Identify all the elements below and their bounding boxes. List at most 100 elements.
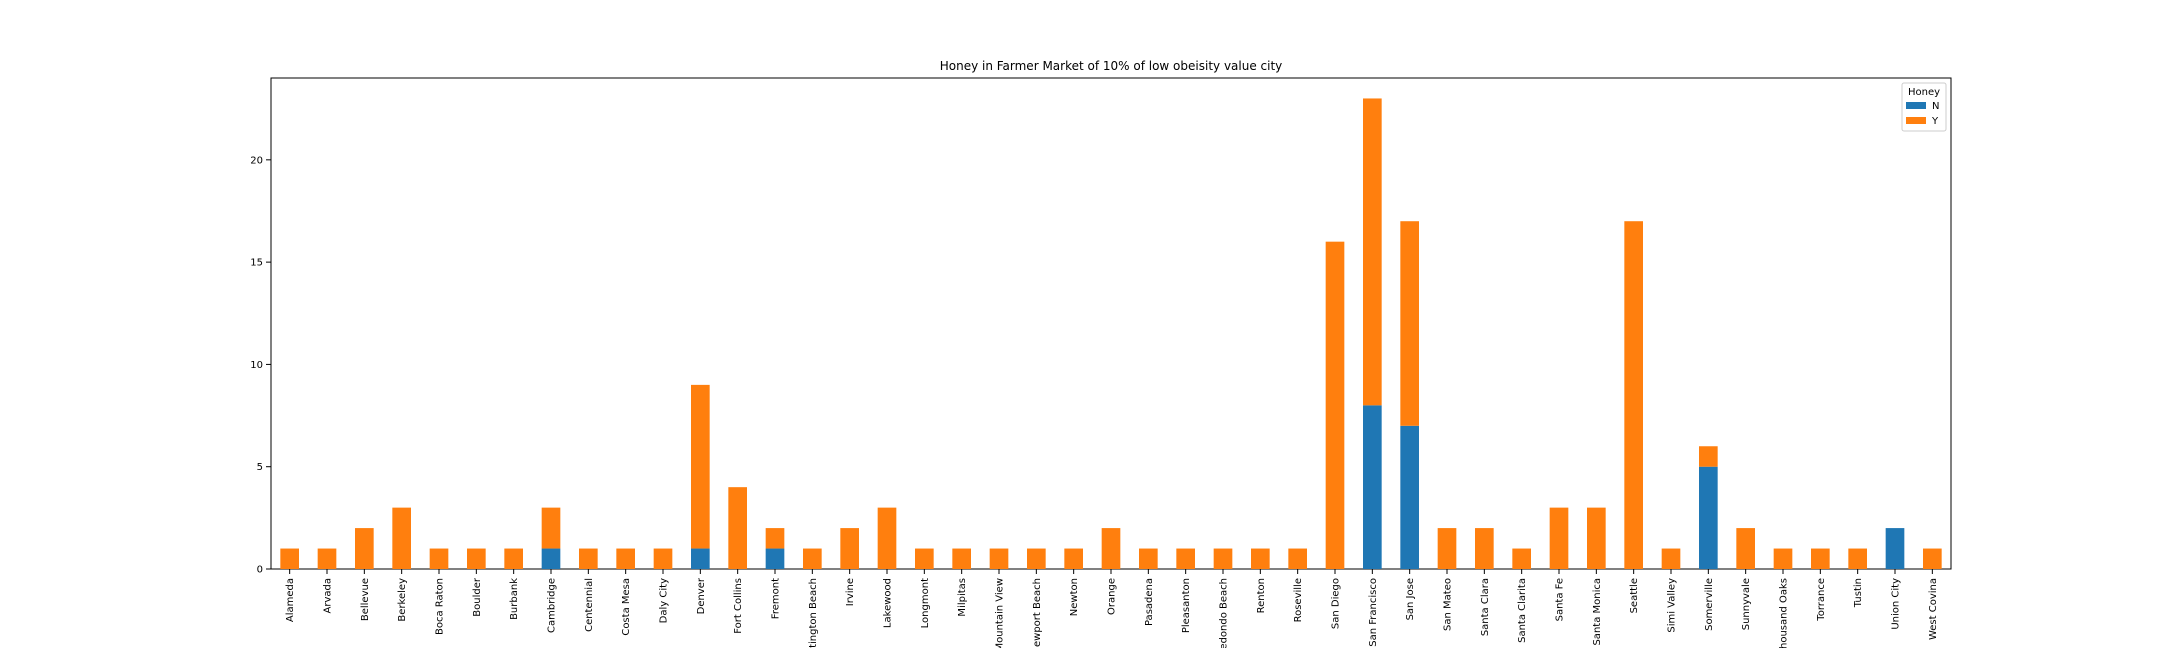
bar-n-denver (691, 548, 710, 569)
x-tick-label: Denver (696, 577, 707, 614)
bar-y-somerville (1699, 446, 1718, 467)
x-tick-label: Fort Collins (733, 578, 744, 634)
bar-y-santa-fe (1549, 507, 1569, 569)
y-tick-label: 15 (250, 258, 263, 269)
x-tick-label: Mountain View (995, 578, 1006, 648)
x-tick-label: Cambridge (547, 578, 558, 633)
x-tick-label: Pleasanton (1181, 578, 1192, 633)
y-tick-label: 5 (257, 462, 263, 473)
bar-y-roseville (1288, 548, 1307, 569)
x-tick-label: Santa Clara (1480, 578, 1491, 636)
bar-y-san-francisco (1363, 98, 1382, 406)
bar-y-boca-raton (429, 548, 449, 569)
x-tick-label: Boca Raton (435, 578, 446, 635)
x-tick-label: San Diego (1331, 578, 1342, 629)
bar-y-irvine (840, 528, 859, 569)
bar-y-santa-clarita (1512, 548, 1531, 569)
x-tick-label: Arvada (323, 578, 334, 613)
bar-y-redondo-beach (1213, 548, 1233, 569)
bar-y-fort-collins (728, 487, 747, 569)
legend-label-y: Y (1931, 116, 1939, 127)
bar-y-pasadena (1139, 548, 1158, 569)
x-tick-label: Renton (1256, 578, 1267, 613)
x-tick-label: San Francisco (1368, 578, 1379, 647)
x-tick-label: Simi Valley (1667, 578, 1678, 633)
bar-y-centennial (579, 548, 598, 569)
bar-y-longmont (915, 548, 934, 569)
bar-y-seattle (1624, 221, 1643, 570)
x-tick-label: Longmont (920, 578, 931, 628)
x-tick-label: Tustin (1853, 578, 1864, 608)
x-tick-label: Burbank (509, 578, 520, 620)
legend: Honey NY (1901, 82, 1947, 132)
bar-y-milpitas (952, 548, 971, 569)
bar-y-burbank (504, 548, 523, 569)
bar-y-santa-clara (1475, 528, 1494, 569)
x-tick-label: Orange (1107, 578, 1118, 615)
bar-n-san-jose (1400, 425, 1419, 569)
legend-swatch-y (1906, 117, 1926, 124)
x-tick-label: Centennial (584, 578, 595, 632)
bar-n-fremont (765, 548, 785, 569)
x-tick-label: Torrance (1816, 578, 1827, 622)
x-tick-label: San Mateo (1443, 578, 1454, 631)
x-tick-label: Santa Fe (1555, 578, 1566, 621)
bar-y-thousand-oaks (1773, 548, 1793, 569)
x-axis: Alameda Arvada Bellevue Berkeley Boca Raton B… (285, 569, 1939, 648)
x-tick-label: Daly City (659, 578, 670, 623)
bar-y-renton (1251, 548, 1270, 569)
bar-y-san-jose (1400, 221, 1419, 426)
x-tick-label: Fremont (771, 578, 782, 619)
bar-y-boulder (467, 548, 486, 569)
x-tick-label: Santa Monica (1592, 578, 1603, 646)
y-tick-label: 10 (250, 360, 263, 371)
legend-label-n: N (1932, 101, 1939, 112)
x-tick-label: Bellevue (360, 578, 371, 621)
x-tick-label: West Covina (1928, 578, 1939, 640)
bar-y-orange (1101, 528, 1121, 569)
x-tick-label: Newton (1069, 578, 1080, 616)
x-tick-label: Roseville (1293, 578, 1304, 622)
x-tick-label: Boulder (472, 577, 483, 617)
x-tick-label: Irvine (845, 578, 856, 606)
x-tick-label: Santa Clarita (1517, 578, 1528, 643)
bars-group (280, 98, 1942, 570)
bar-y-bellevue (355, 528, 374, 569)
x-tick-label: Somerville (1704, 578, 1715, 631)
bar-y-torrance (1811, 548, 1830, 569)
bar-y-berkeley (392, 507, 411, 569)
bar-y-mountain-view (989, 548, 1009, 569)
bar-y-tustin (1848, 548, 1867, 569)
x-tick-label: Pasadena (1144, 578, 1155, 626)
x-tick-label: Union City (1891, 578, 1902, 630)
bar-y-simi-valley (1661, 548, 1681, 569)
bar-y-pleasanton (1176, 548, 1195, 569)
x-tick-label: Seattle (1629, 578, 1640, 613)
bar-n-san-francisco (1363, 405, 1382, 569)
bar-y-newton (1064, 548, 1083, 569)
x-tick-label: Costa Mesa (621, 578, 632, 636)
bar-n-union-city (1885, 528, 1905, 569)
legend-title: Honey (1908, 87, 1940, 98)
legend-swatch-n (1906, 102, 1926, 109)
x-tick-label: Alameda (285, 578, 296, 622)
bar-y-arvada (317, 548, 337, 569)
x-tick-label: Newport Beach (1032, 578, 1043, 648)
y-tick-label: 0 (257, 565, 263, 576)
x-tick-label: San Jose (1405, 578, 1416, 620)
bar-n-cambridge (541, 548, 561, 569)
bar-y-costa-mesa (616, 548, 635, 569)
y-tick-label: 20 (250, 155, 263, 166)
bar-y-santa-monica (1587, 507, 1606, 569)
bar-y-fremont (765, 528, 785, 549)
x-tick-label: Lakewood (883, 578, 894, 628)
bar-y-huntington-beach (803, 548, 822, 569)
bar-y-sunnyvale (1736, 528, 1755, 569)
bar-y-newport-beach (1027, 548, 1046, 569)
x-tick-label: Redondo Beach (1219, 578, 1230, 648)
bar-y-daly-city (653, 548, 673, 569)
x-tick-label: Berkeley (397, 578, 408, 622)
x-tick-label: Milpitas (957, 578, 968, 617)
bar-y-west-covina (1923, 548, 1942, 569)
